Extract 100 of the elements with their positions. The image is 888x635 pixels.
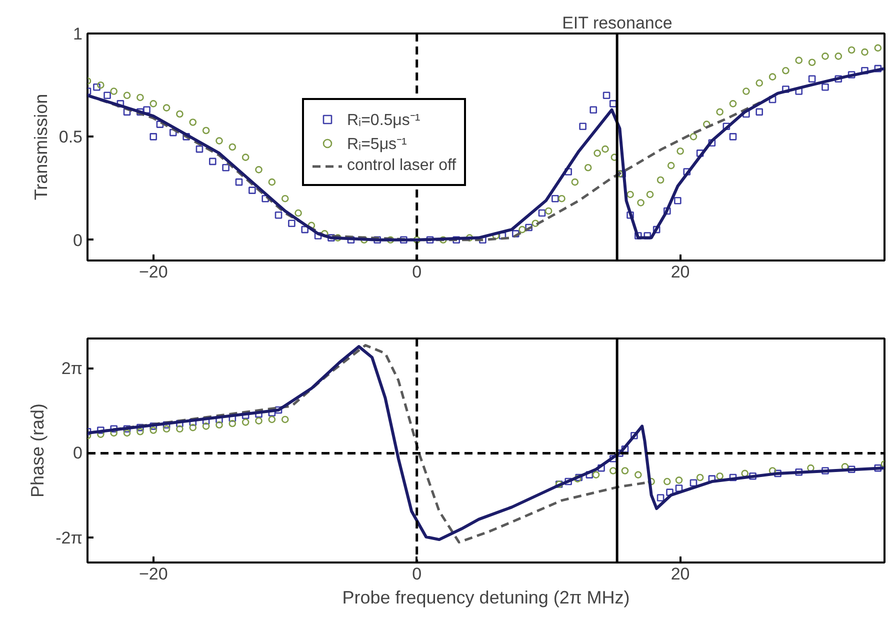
point	[716, 108, 724, 116]
point	[176, 425, 184, 433]
x-tick-label: 20	[670, 564, 690, 584]
point	[741, 470, 749, 478]
point	[386, 236, 394, 244]
point	[690, 479, 698, 487]
legend-label: Rᵢ=0.5μs⁻¹	[347, 111, 420, 130]
point	[602, 145, 609, 153]
point	[150, 426, 158, 434]
point	[646, 190, 654, 198]
point	[621, 467, 629, 474]
point	[216, 421, 223, 429]
point	[162, 425, 170, 433]
point	[586, 471, 594, 478]
point	[656, 176, 664, 184]
point	[696, 474, 704, 482]
point	[202, 422, 210, 430]
point	[690, 133, 698, 140]
y-tick-label: 0	[73, 230, 83, 250]
x-tick-label: 20	[670, 262, 690, 282]
point	[216, 137, 223, 144]
point	[274, 406, 282, 414]
point	[782, 67, 790, 74]
point	[834, 52, 842, 60]
point	[609, 454, 617, 462]
point	[729, 100, 737, 108]
point	[281, 416, 289, 424]
point	[255, 417, 262, 424]
point	[189, 118, 197, 126]
point	[162, 104, 170, 112]
point	[136, 428, 144, 436]
point	[594, 150, 601, 157]
point	[532, 220, 540, 227]
point	[123, 425, 131, 433]
x-tick-label: −20	[138, 262, 168, 282]
point	[255, 166, 262, 174]
point	[564, 478, 572, 486]
point	[189, 424, 197, 432]
point	[97, 81, 104, 89]
point	[667, 162, 675, 170]
point	[729, 474, 737, 482]
point	[675, 476, 683, 484]
point	[176, 110, 184, 118]
point	[630, 432, 638, 440]
y-tick-label: -2π	[56, 528, 83, 548]
point	[648, 478, 655, 486]
point	[848, 466, 856, 474]
point	[795, 468, 803, 476]
point	[558, 194, 566, 202]
point	[756, 79, 763, 87]
point	[742, 88, 750, 95]
point	[97, 426, 104, 434]
point	[848, 46, 856, 54]
point	[136, 94, 144, 102]
y-tick-label: 2π	[61, 358, 83, 378]
point	[202, 126, 210, 134]
point	[874, 44, 882, 52]
point	[874, 464, 882, 472]
point	[584, 164, 592, 172]
point	[663, 478, 671, 486]
point	[518, 226, 526, 234]
point	[634, 471, 642, 478]
point	[749, 472, 756, 480]
point	[110, 88, 118, 95]
line-series	[88, 345, 884, 542]
x-tick-label: 0	[412, 564, 422, 584]
point	[675, 484, 683, 492]
x-axis-title: Probe frequency detuning (2π MHz)	[342, 588, 630, 608]
point	[268, 416, 276, 424]
point	[242, 418, 250, 426]
point	[822, 467, 829, 474]
y-tick-label: 1	[73, 24, 83, 44]
legend-label: control laser off	[347, 157, 456, 175]
point	[110, 425, 118, 433]
point	[716, 472, 724, 480]
point	[440, 236, 447, 244]
point	[281, 194, 289, 202]
point	[228, 143, 236, 151]
point	[136, 424, 144, 432]
x-tick-label: −20	[138, 564, 168, 584]
point	[621, 446, 629, 453]
point	[150, 422, 158, 430]
point	[656, 494, 664, 502]
y-axis-title: Phase (rad)	[28, 403, 48, 498]
point	[294, 209, 302, 217]
point	[150, 100, 158, 108]
point	[774, 470, 782, 478]
y-tick-label: 0	[73, 444, 83, 463]
point	[242, 154, 250, 161]
point	[544, 207, 552, 215]
point	[795, 56, 803, 64]
point	[822, 52, 829, 60]
point	[268, 178, 276, 186]
point	[637, 199, 644, 206]
point	[228, 420, 236, 428]
point	[676, 147, 684, 155]
ref-line-label: EIT resonance	[562, 14, 672, 32]
point	[571, 178, 579, 186]
point	[123, 429, 131, 437]
point	[123, 92, 131, 100]
